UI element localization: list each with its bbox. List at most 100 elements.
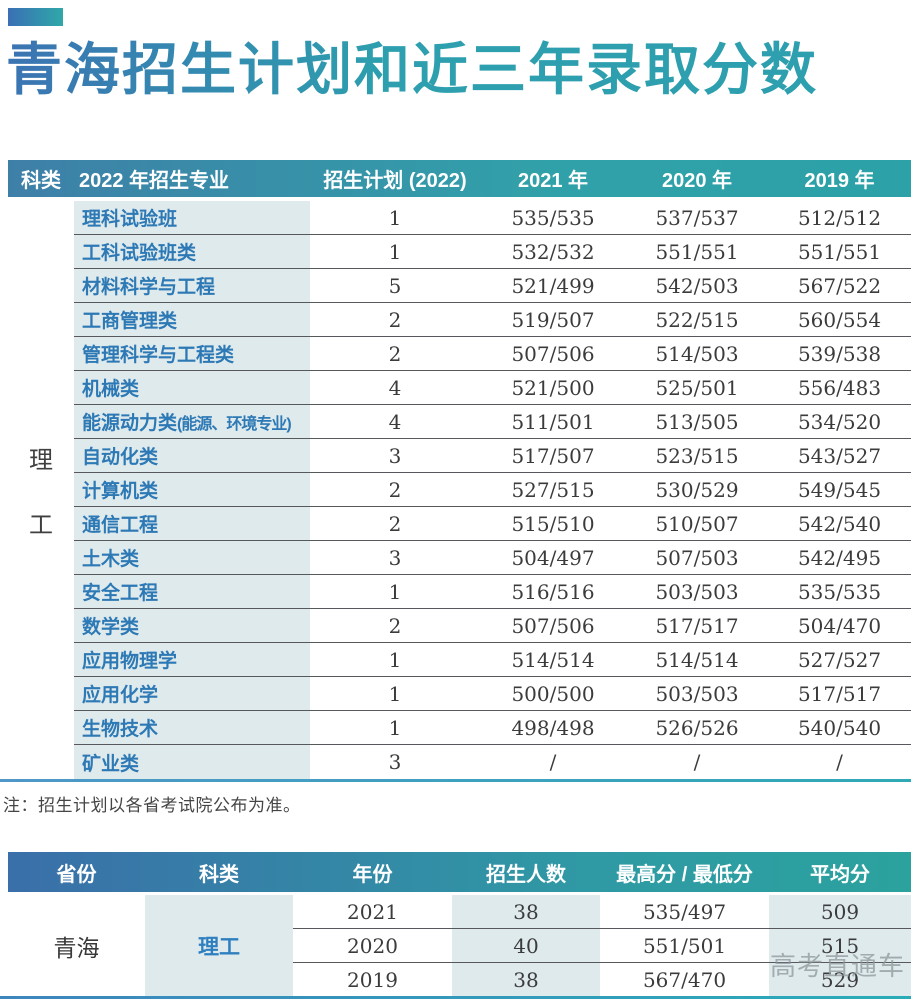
major-name: 能源动力类 [82,413,178,434]
major-name: 管理科学与工程类 [82,345,235,366]
average-cell: 529 [769,963,911,996]
plan-count-cell: 1 [388,239,402,264]
admission-plan-table: 科类 2022 年招生专业 招生计划 (2022) 2021 年 2020 年 … [0,160,911,782]
major-name-cell: 数学类 [74,609,310,642]
score-2020-cell: 530/529 [655,477,739,502]
table-row: 安全工程 1 516/516 503/503 535/535 [74,575,911,609]
score-2021-cell: 500/500 [511,681,595,706]
major-name: 矿业类 [82,753,140,775]
major-name-cell: 工科试验班类 [74,235,310,268]
major-name-cell: 安全工程 [74,575,310,608]
major-name-cell: 材料科学与工程 [74,269,310,302]
header-year-2019: 2019 年 [804,170,875,192]
score-2021-cell: 521/500 [511,375,595,400]
table-row: 2021 38 535/497 509 [293,895,911,929]
header-max-min: 最高分 / 最低分 [616,863,753,886]
major-name: 应用物理学 [82,651,178,672]
score-2020-cell: 523/515 [655,443,739,468]
watermark: 高考直通车 [770,951,906,981]
plan-count-cell: 1 [388,715,402,740]
score-2021-cell: 517/507 [511,443,595,468]
major-name: 土木类 [82,549,140,570]
count-cell: 40 [452,929,600,962]
admission-plan-table-header: 科类 2022 年招生专业 招生计划 (2022) 2021 年 2020 年 … [8,160,911,197]
table-row: 生物技术 1 498/498 526/526 540/540 [74,711,911,745]
score-2021-cell: 519/507 [511,307,595,332]
major-name-cell: 能源动力类 (能源、环境专业) [74,405,310,438]
score-2021-cell: 511/501 [511,409,595,434]
table-row: 矿业类 3 / / / [74,745,911,779]
score-2021-cell: 535/535 [511,205,595,230]
province-summary-table: 省份 科类 年份 招生人数 最高分 / 最低分 平均分 青海 理工 2021 3… [0,852,911,999]
plan-count-cell: 3 [388,545,402,570]
major-name-note: (能源、环境专业) [177,415,292,433]
score-2020-cell: 503/503 [655,681,739,706]
score-2020-cell: 542/503 [655,273,739,298]
plan-count-cell: 1 [388,647,402,672]
category-char-li: 理 [29,447,53,474]
table-row: 通信工程 2 515/510 510/507 542/540 [74,507,911,541]
score-2020-cell: 510/507 [655,511,739,536]
province-summary-header: 省份 科类 年份 招生人数 最高分 / 最低分 平均分 [8,852,911,892]
plan-count-cell: 2 [388,307,402,332]
major-name-cell: 工商管理类 [74,303,310,336]
table-row: 计算机类 2 527/515 530/529 549/545 [74,473,911,507]
score-2019-cell: 517/517 [797,681,882,706]
header-year: 年份 [352,863,393,886]
header-major-2022: 2022 年招生专业 [79,170,230,192]
score-2021-cell: 527/515 [511,477,595,502]
header-category: 科类 [21,170,61,192]
score-2020-cell: 517/517 [655,613,739,638]
plan-count-cell: 3 [388,750,402,774]
major-name: 理科试验班 [82,209,178,230]
footnote: 注：招生计划以各省考试院公布为准。 [3,796,301,815]
score-2019-cell: 527/527 [797,647,882,672]
major-name: 工商管理类 [82,311,178,332]
score-2019-cell: 567/522 [797,273,882,298]
table2-bottom-border [0,996,911,999]
header-year-2020: 2020 年 [661,170,733,192]
major-name-cell: 机械类 [74,371,310,404]
header-category: 科类 [199,863,239,886]
table-row: 2020 40 551/501 515 [293,929,911,963]
plan-count-cell: 4 [388,409,402,434]
table-row: 2019 38 567/470 529 [293,963,911,996]
plan-count-cell: 2 [388,613,402,638]
major-name-cell: 理科试验班 [74,201,310,234]
table-row: 机械类 4 521/500 525/501 556/483 [74,371,911,405]
plan-count-cell: 5 [388,273,402,298]
score-2019-cell: 556/483 [797,375,882,400]
province-summary-body: 青海 理工 2021 38 535/497 509 2020 40 551/50… [8,895,911,996]
plan-count-cell: 3 [388,443,402,468]
admission-plan-table-body: 理 工 理科试验班 1 535/535 537/537 512/512 工科试验… [8,201,911,779]
score-2021-cell: 504/497 [511,545,595,570]
page-title: 青海招生计划和近三年录取分数 [6,36,906,103]
score-2020-cell: 507/503 [655,545,739,570]
title-accent-bar [8,8,63,26]
major-rows: 理科试验班 1 535/535 537/537 512/512 工科试验班类 1… [74,201,911,779]
plan-count-cell: 2 [388,477,402,502]
score-2020-cell: / [693,750,701,774]
score-2020-cell: 551/551 [655,239,739,264]
major-name-cell: 管理科学与工程类 [74,337,310,370]
header-plan-2022: 招生计划 (2022) [323,170,467,192]
score-2020-cell: 514/514 [655,647,739,672]
count-cell: 38 [452,963,600,996]
score-2021-cell: / [549,750,557,774]
plan-count-cell: 1 [388,579,402,604]
score-2021-cell: 507/506 [511,613,595,638]
average-cell: 509 [769,895,911,928]
year-cell: 2021 [347,899,398,924]
plan-count-cell: 4 [388,375,402,400]
table-row: 理科试验班 1 535/535 537/537 512/512 [74,201,911,235]
score-2019-cell: 543/527 [797,443,882,468]
province-cell: 青海 [53,934,100,961]
table1-bottom-border [0,779,911,782]
score-2019-cell: 560/554 [797,307,882,332]
major-name-cell: 矿业类 [74,745,310,779]
score-2020-cell: 503/503 [655,579,739,604]
table-row: 材料科学与工程 5 521/499 542/503 567/522 [74,269,911,303]
score-2019-cell: 535/535 [797,579,882,604]
score-2019-cell: 512/512 [797,205,882,230]
